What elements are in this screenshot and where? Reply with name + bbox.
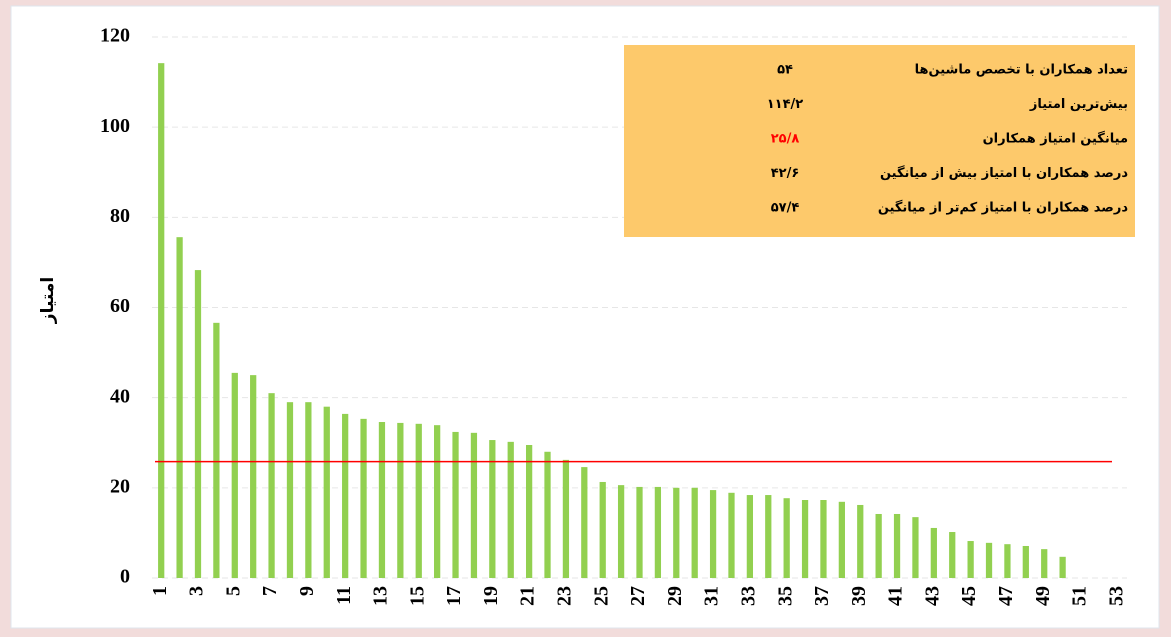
bar xyxy=(1004,544,1011,578)
x-tick-label: 25 xyxy=(590,586,612,606)
x-tick-label: 29 xyxy=(664,586,686,606)
bar xyxy=(562,459,570,578)
bar xyxy=(323,406,330,578)
bar xyxy=(783,498,790,578)
x-tick-label: 51 xyxy=(1069,586,1091,606)
bar xyxy=(875,513,882,578)
bar xyxy=(250,375,257,578)
table-label: تعداد همکاران با تخصص ماشین‌ها xyxy=(915,63,1128,78)
bar xyxy=(305,402,312,578)
x-tick-label: 21 xyxy=(517,586,539,606)
x-tick-label: 1 xyxy=(149,586,171,596)
table-label: میانگین امتیاز همکاران xyxy=(983,131,1128,147)
bar xyxy=(746,495,754,578)
table-value: ۴۲/۶ xyxy=(771,166,800,181)
bar xyxy=(985,542,993,578)
y-tick-label: 80 xyxy=(110,205,130,227)
bar xyxy=(342,413,349,578)
x-tick-label: 19 xyxy=(480,586,502,606)
x-tick-label: 3 xyxy=(186,586,208,596)
bar xyxy=(231,372,238,578)
table-value: ۱۱۴/۲ xyxy=(767,97,804,112)
bar xyxy=(599,481,606,578)
bar xyxy=(893,513,901,578)
x-tick-label: 27 xyxy=(627,586,649,606)
bar xyxy=(857,504,864,578)
bar xyxy=(912,517,919,578)
y-tick-label: 100 xyxy=(100,115,130,137)
bar xyxy=(415,423,422,578)
bar xyxy=(930,527,937,578)
y-tick-label: 20 xyxy=(110,475,130,497)
x-tick-label: 49 xyxy=(1032,586,1054,606)
bar xyxy=(691,487,698,578)
bar xyxy=(397,422,404,578)
bar xyxy=(378,422,386,578)
bar xyxy=(525,445,533,578)
table-value: ۲۵/۸ xyxy=(771,132,800,147)
table-value: ۵۷/۴ xyxy=(771,201,800,216)
x-tick-label: 35 xyxy=(774,586,796,606)
bar xyxy=(507,441,514,578)
y-tick-label: 40 xyxy=(110,385,130,407)
bar xyxy=(286,402,294,578)
x-tick-label: 47 xyxy=(995,586,1017,606)
bar xyxy=(489,440,496,578)
x-tick-label: 9 xyxy=(296,586,318,596)
x-tick-label: 45 xyxy=(958,586,980,606)
bar xyxy=(213,322,220,578)
bar xyxy=(636,486,643,578)
bar xyxy=(967,541,974,578)
bar xyxy=(360,418,367,578)
table-value: ۵۴ xyxy=(777,63,793,78)
bar xyxy=(1022,545,1029,578)
x-tick-label: 41 xyxy=(885,586,907,606)
x-tick-label: 53 xyxy=(1105,586,1127,606)
x-tick-label: 23 xyxy=(554,586,576,606)
y-tick-label: 0 xyxy=(120,566,130,588)
table-label: درصد همکاران با امتیاز بیش از میانگین xyxy=(880,165,1128,181)
x-tick-label: 17 xyxy=(443,586,465,606)
x-tick-label: 37 xyxy=(811,586,833,606)
bar xyxy=(709,490,717,578)
bar xyxy=(654,486,662,578)
x-tick-label: 43 xyxy=(921,586,943,606)
bar xyxy=(268,393,275,578)
x-tick-label: 39 xyxy=(848,586,870,606)
bar xyxy=(176,237,183,579)
bar xyxy=(673,487,680,578)
summary-table xyxy=(624,45,1135,237)
bar xyxy=(838,501,845,578)
bar xyxy=(470,432,478,578)
x-tick-label: 11 xyxy=(333,586,355,605)
table-label: درصد همکاران با امتیاز کم‌تر از میانگین xyxy=(878,200,1129,216)
x-tick-label: 33 xyxy=(737,586,759,606)
x-tick-label: 15 xyxy=(406,586,428,606)
y-axis-label: امتیاز xyxy=(38,277,58,324)
bar xyxy=(820,500,827,578)
bar xyxy=(617,485,625,578)
bar xyxy=(452,431,459,578)
table-label: بیش‌ترین امتیاز xyxy=(1029,97,1128,112)
x-tick-label: 5 xyxy=(222,586,244,596)
bar xyxy=(765,495,772,578)
bar xyxy=(1059,556,1066,578)
y-tick-label: 120 xyxy=(100,25,130,47)
bar xyxy=(434,425,441,578)
bar xyxy=(581,467,588,578)
bar xyxy=(1041,549,1048,578)
x-tick-label: 13 xyxy=(370,586,392,606)
bar xyxy=(158,63,165,579)
x-tick-label: 7 xyxy=(259,586,281,596)
bar xyxy=(728,492,735,578)
bar xyxy=(544,451,551,578)
bar xyxy=(949,532,956,578)
bar xyxy=(194,270,202,578)
y-tick-label: 60 xyxy=(110,295,130,317)
x-tick-label: 31 xyxy=(701,586,723,606)
bar xyxy=(801,500,809,578)
